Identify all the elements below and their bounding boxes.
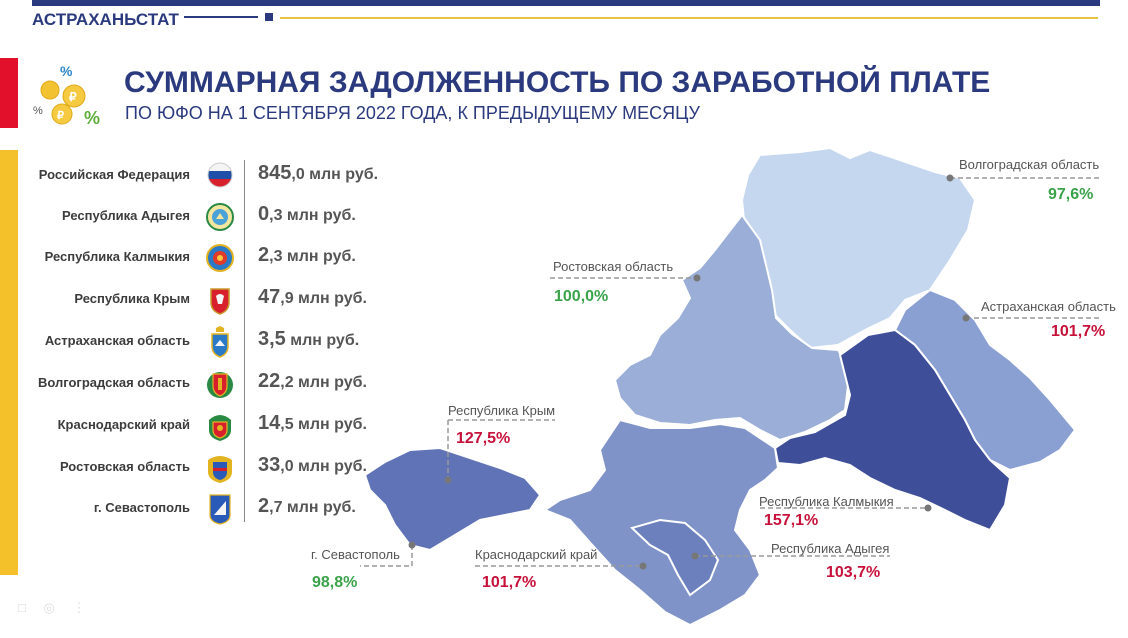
page-title: СУММАРНАЯ ЗАДОЛЖЕННОСТЬ ПО ЗАРАБОТНОЙ ПЛ… bbox=[124, 66, 991, 99]
map-label-kalmykia: Республика Калмыкия bbox=[759, 494, 894, 509]
rostov-emblem-icon bbox=[205, 452, 235, 483]
map-pct-crimea: 127,5% bbox=[456, 430, 511, 447]
region-value: 0,3 млн руб. bbox=[258, 203, 356, 225]
map-pct-rostov: 100,0% bbox=[554, 288, 609, 305]
adygea-emblem-icon bbox=[205, 201, 235, 231]
map-pct-krasnodar: 101,7% bbox=[482, 574, 537, 591]
bookmark-icon[interactable]: □ bbox=[18, 600, 26, 615]
list-item: Астраханская область 3,5 млн руб. bbox=[0, 324, 400, 364]
region-name: Республика Адыгея bbox=[62, 208, 190, 223]
brand-square bbox=[265, 13, 273, 21]
map-label-rostov: Ростовская область bbox=[553, 259, 674, 274]
map-label-crimea: Республика Крым bbox=[448, 403, 556, 418]
region-value: 2,3 млн руб. bbox=[258, 244, 356, 266]
map-rostov bbox=[613, 213, 852, 442]
volgograd-emblem-icon bbox=[205, 368, 235, 398]
map-label-astrakhan: Астраханская область bbox=[981, 299, 1116, 314]
more-icon[interactable]: ⋮ bbox=[72, 600, 86, 615]
crimea-emblem-icon bbox=[205, 284, 235, 315]
astrakhan-emblem-icon bbox=[205, 326, 235, 358]
region-map bbox=[308, 140, 1115, 638]
map-pct-sevastopol: 98,8% bbox=[312, 574, 358, 591]
region-value: 14,5 млн руб. bbox=[258, 412, 367, 434]
region-name: Краснодарский край bbox=[57, 417, 190, 432]
region-name: г. Севастополь bbox=[93, 500, 190, 515]
map-label-volgograd: Волгоградская область bbox=[959, 157, 1100, 172]
marker-crimea bbox=[444, 476, 452, 484]
list-item: Республика Калмыкия 2,3 млн руб. bbox=[0, 240, 400, 280]
region-value: 22,2 млн руб. bbox=[258, 370, 367, 392]
marker-kalmykia bbox=[924, 504, 932, 512]
list-item: Волгоградская область 22,2 млн руб. bbox=[0, 366, 400, 406]
top-bar bbox=[32, 0, 1100, 6]
svg-text:%: % bbox=[33, 105, 43, 117]
region-name: Российская Федерация bbox=[38, 167, 190, 182]
svg-text:₽: ₽ bbox=[69, 90, 77, 104]
brand-divider bbox=[184, 16, 258, 18]
region-value: 47,9 млн руб. bbox=[258, 286, 367, 308]
region-value: 845,0 млн руб. bbox=[258, 162, 379, 184]
camera-icon[interactable]: ◎ bbox=[43, 600, 55, 615]
list-divider bbox=[244, 160, 245, 522]
list-item: Ростовская область 33,0 млн руб. bbox=[0, 450, 400, 490]
kalmykia-emblem-icon bbox=[205, 242, 235, 272]
list-item: Краснодарский край 14,5 млн руб. bbox=[0, 408, 400, 448]
region-name: Республика Крым bbox=[74, 291, 190, 306]
map-label-krasnodar: Краснодарский край bbox=[475, 547, 598, 562]
region-name: Астраханская область bbox=[44, 333, 190, 348]
brand-yellow-line bbox=[280, 17, 1098, 19]
map-adygea bbox=[630, 518, 720, 597]
map-pct-volgograd: 97,6% bbox=[1048, 186, 1094, 203]
region-name: Ростовская область bbox=[59, 459, 190, 474]
coins-percent-icon: % ₽ ₽ % % bbox=[30, 62, 110, 132]
russia-flag-icon bbox=[205, 160, 235, 190]
region-value: 3,5 млн руб. bbox=[258, 328, 360, 350]
krasnodar-emblem-icon bbox=[205, 410, 235, 441]
brand-name: АСТРАХАНЬСТАТ bbox=[32, 10, 179, 29]
map-pct-adygea: 103,7% bbox=[826, 564, 881, 581]
marker-rostov bbox=[693, 274, 701, 282]
marker-sevastopol bbox=[408, 541, 416, 549]
svg-text:%: % bbox=[60, 63, 73, 79]
region-value: 33,0 млн руб. bbox=[258, 454, 367, 476]
marker-volgograd bbox=[946, 174, 954, 182]
map-pct-astrakhan: 101,7% bbox=[1051, 323, 1106, 340]
marker-adygea bbox=[691, 552, 699, 560]
svg-text:₽: ₽ bbox=[57, 110, 64, 122]
sevastopol-emblem-icon bbox=[205, 493, 235, 525]
map-kalmykia bbox=[773, 328, 1012, 532]
list-item: Российская Федерация 845,0 млн руб. bbox=[0, 158, 400, 198]
red-accent-bar bbox=[0, 58, 18, 128]
map-crimea bbox=[363, 446, 542, 552]
map-label-sevastopol: г. Севастополь bbox=[311, 547, 400, 562]
map-pct-kalmykia: 157,1% bbox=[764, 512, 819, 529]
list-item: Республика Крым 47,9 млн руб. bbox=[0, 282, 400, 322]
region-value: 2,7 млн руб. bbox=[258, 495, 356, 517]
svg-text:%: % bbox=[84, 108, 100, 128]
page-subtitle: ПО ЮФО НА 1 СЕНТЯБРЯ 2022 ГОДА, К ПРЕДЫД… bbox=[125, 103, 700, 123]
yellow-accent-bar bbox=[0, 150, 18, 575]
region-name: Волгоградская область bbox=[37, 375, 190, 390]
map-label-adygea: Республика Адыгея bbox=[771, 541, 890, 556]
list-item: г. Севастополь 2,7 млн руб. bbox=[0, 491, 400, 531]
leader-crimea bbox=[447, 419, 555, 480]
marker-astrakhan bbox=[962, 314, 970, 322]
marker-krasnodar bbox=[639, 562, 647, 570]
list-item: Республика Адыгея 0,3 млн руб. bbox=[0, 199, 400, 239]
region-name: Республика Калмыкия bbox=[44, 249, 190, 264]
slide-toolbar[interactable]: □ ◎ ⋮ bbox=[18, 600, 108, 620]
